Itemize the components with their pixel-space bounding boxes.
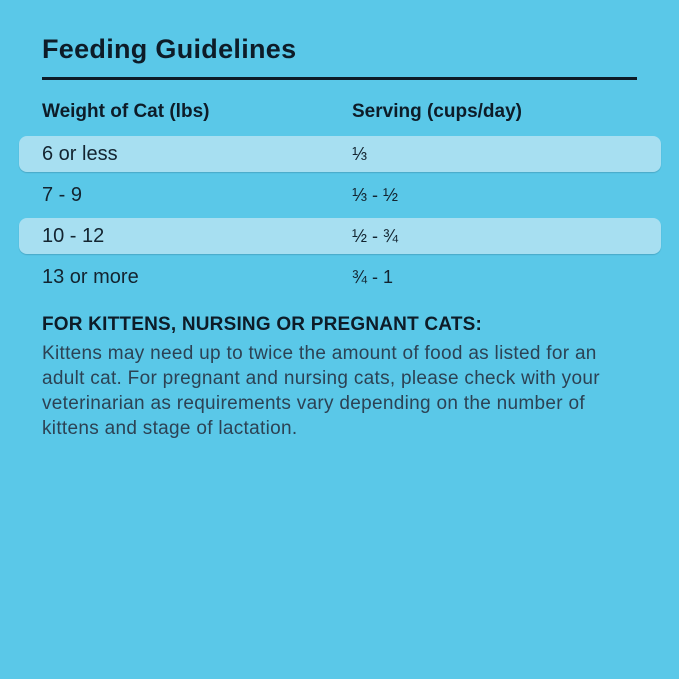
weight-cell: 6 or less xyxy=(42,142,118,165)
serving-cell: ½ - ¾ xyxy=(352,225,399,246)
title-divider xyxy=(42,77,637,80)
serving-cell: ⅓ - ½ xyxy=(352,184,399,205)
table-row: 6 or less ⅓ xyxy=(19,136,661,172)
weight-cell: 7 - 9 xyxy=(42,183,83,206)
kittens-note-body: Kittens may need up to twice the amount … xyxy=(42,343,600,439)
column-header-serving: Serving (cups/day) xyxy=(352,101,522,122)
weight-cell: 13 or more xyxy=(42,265,139,288)
table-body: 6 or less ⅓ 7 - 9 ⅓ - ½ 10 - 12 ½ - ¾ 13… xyxy=(19,136,661,295)
feeding-table: Weight of Cat (lbs) Serving (cups/day) 6… xyxy=(19,101,661,295)
serving-cell: ¾ - 1 xyxy=(352,266,394,287)
column-header-weight: Weight of Cat (lbs) xyxy=(42,101,210,122)
serving-cell: ⅓ xyxy=(352,143,368,164)
table-header-row: Weight of Cat (lbs) Serving (cups/day) xyxy=(42,101,637,123)
table-row: 13 or more ¾ - 1 xyxy=(19,259,661,295)
page-title: Feeding Guidelines xyxy=(42,34,297,64)
table-row: 7 - 9 ⅓ - ½ xyxy=(19,177,661,213)
weight-cell: 10 - 12 xyxy=(42,224,105,247)
table-row: 10 - 12 ½ - ¾ xyxy=(19,218,661,254)
kittens-note-heading: FOR KITTENS, NURSING OR PREGNANT CATS: xyxy=(42,314,483,335)
